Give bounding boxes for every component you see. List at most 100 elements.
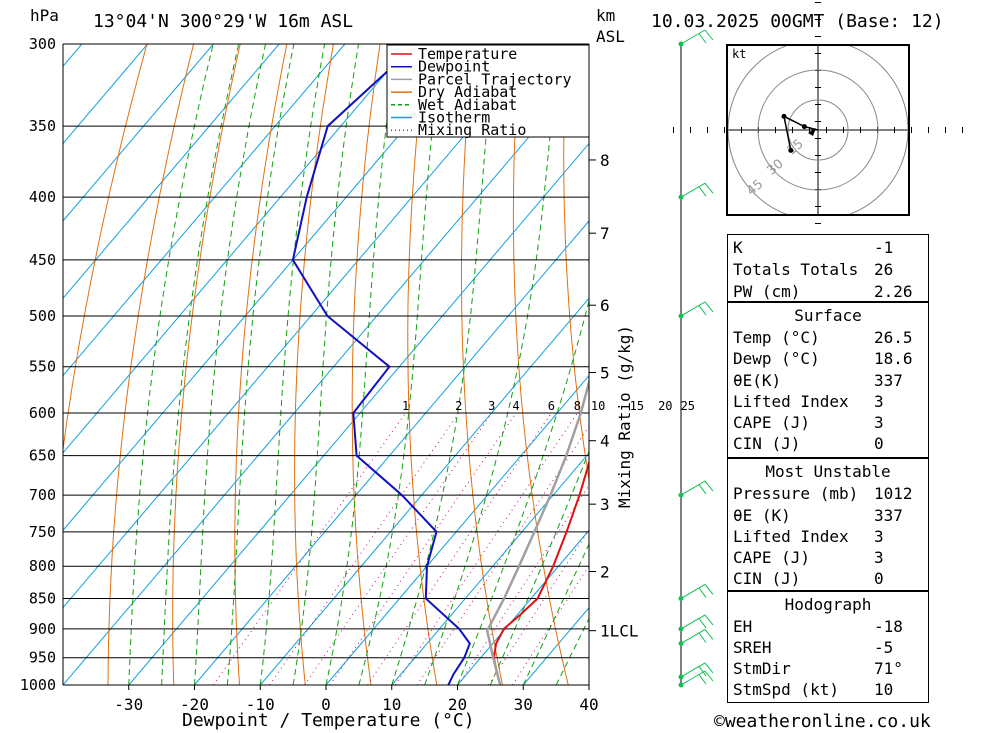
pressure-tick-label: 700 [29, 486, 56, 504]
isotherm-line [325, 374, 589, 685]
pressure-tick-label: 650 [29, 447, 56, 465]
wind-barb-flag [698, 186, 707, 197]
isotherm-line [259, 297, 589, 685]
hodo-row-stmspd: StmSpd (kt) 10 [733, 680, 894, 699]
temp-tick-label: -20 [180, 695, 209, 714]
legend-label: Temperature [418, 45, 517, 63]
mixing-ratio-axis-label: Mixing Ratio (g/kg) [615, 325, 634, 508]
pressure-tick-label: 550 [29, 358, 56, 376]
hodo-row-sreh: SREH -5 [733, 638, 894, 657]
legend-label: Parcel Trajectory [418, 70, 572, 88]
wind-barb-staff [680, 670, 706, 686]
isotherm-line [391, 452, 589, 685]
isotherm-line [0, 44, 16, 685]
isotherm-line [63, 44, 543, 609]
height-km-label: 7 [600, 224, 610, 243]
mixing-ratio-line [394, 412, 578, 685]
dry-adiabat-line [294, 44, 334, 685]
isotherm-line [63, 44, 477, 532]
dry-adiabat-line [172, 44, 241, 685]
surface-row-cin: CIN (J) 0 [733, 434, 884, 453]
wet-adiabat-line [391, 44, 496, 685]
wind-barb-flag [698, 666, 707, 677]
mixing-ratio-label: 1 [402, 399, 409, 413]
hodograph-trace [782, 115, 819, 151]
asl-unit-label: ASL [596, 27, 625, 46]
wind-barb-flag [704, 301, 714, 313]
hodograph-ring [787, 99, 849, 161]
hodograph-point [781, 113, 787, 119]
temp-tick-label: 20 [448, 695, 467, 714]
isotherm-line [128, 142, 589, 685]
pressure-tick-label: 450 [29, 251, 56, 269]
wind-barb [680, 629, 714, 644]
dry-adiabat-line [461, 44, 503, 685]
mixing-ratio-label: 2 [455, 399, 462, 413]
hodo-row-stmdir: StmDir 71° [733, 659, 903, 678]
mu-row-cin: CIN (J) 0 [733, 569, 884, 588]
mixing-ratio-label: 10 [591, 399, 605, 413]
mixing-ratio-line [329, 412, 517, 685]
height-km-label: 4 [600, 432, 610, 451]
dry-adiabat-line [107, 44, 195, 685]
hodograph-point [801, 124, 807, 130]
wind-barb-staff [680, 301, 706, 317]
series-dewpoint [291, 44, 471, 685]
datetime-title: 10.03.2025 00GMT (Base: 12) [651, 11, 944, 32]
hpa-unit-label: hPa [30, 6, 59, 25]
legend-label: Isotherm [418, 109, 490, 127]
wind-barb-staff [680, 480, 706, 496]
credit-text[interactable]: ©weatheronline.co.uk [714, 711, 931, 732]
mixing-ratio-label: 20 [658, 399, 672, 413]
isotherm-line [194, 220, 589, 685]
wind-barb [680, 480, 714, 496]
wind-barb-staff [680, 629, 706, 644]
surface-row-dewp: Dewp (°C) 18.6 [733, 349, 913, 368]
most-unstable-title: Most Unstable [765, 462, 891, 481]
mixing-ratio-line [457, 484, 589, 685]
wind-barb-column [678, 29, 714, 688]
legend-box [386, 44, 590, 138]
temp-tick-label: -10 [246, 695, 275, 714]
wind-barb-flag [704, 614, 714, 626]
wind-barb-flag [704, 662, 714, 674]
wet-adiabat-line [424, 44, 559, 685]
pressure-tick-label: 300 [29, 35, 56, 53]
legend-label: Wet Adiabat [418, 96, 517, 114]
surface-title: Surface [794, 306, 862, 325]
pressure-tick-label: 750 [29, 523, 56, 541]
wind-barb-flag [698, 305, 707, 316]
height-km-label: 5 [600, 363, 610, 382]
isotherm-line [63, 44, 148, 145]
profile-lines [291, 44, 589, 685]
series-parcel-trajectory [485, 377, 589, 685]
mixing-ratio-label: 8 [574, 399, 581, 413]
isotherm-line [63, 44, 346, 377]
temp-tick-label: 0 [321, 695, 331, 714]
surface-row-cape: CAPE (J) 3 [733, 413, 884, 432]
wind-barb-flag [698, 587, 707, 598]
mixing-ratio-line [512, 564, 589, 685]
wind-barb-flag [704, 29, 714, 41]
wet-adiabat-line [358, 44, 443, 685]
mixing-ratio-line [303, 412, 493, 685]
wind-barb [680, 584, 714, 599]
hodograph-ring [757, 69, 879, 191]
wind-barb-staff [680, 29, 706, 45]
wind-barb-flag [704, 480, 714, 492]
wet-adiabat-line [522, 542, 589, 685]
hodograph-point [788, 147, 794, 153]
hodograph-stats-panel: Hodograph EH -18 SREH -5 StmDir 71° StmSpd … [727, 591, 929, 703]
pressure-tick-label: 400 [29, 188, 56, 206]
wind-barb [680, 29, 714, 45]
mixing-ratio-label: 6 [548, 399, 555, 413]
surface-panel: Surface Temp (°C) 26.5 Dewp (°C) 18.6 θE(K… [727, 302, 929, 458]
wind-barb [680, 182, 714, 198]
isotherm-line [63, 65, 589, 685]
most-unstable-panel: Most Unstable Pressure (mb) 1012 θE (K) 33… [727, 458, 929, 591]
legend-label: Mixing Ratio [418, 121, 526, 139]
index-row-totals: Totals Totals 26 [733, 260, 894, 279]
series-temperature [492, 459, 589, 685]
indices-panel: K -1 Totals Totals 26 PW (cm) 2.26 [727, 234, 929, 302]
wind-barb-staff [680, 182, 706, 198]
